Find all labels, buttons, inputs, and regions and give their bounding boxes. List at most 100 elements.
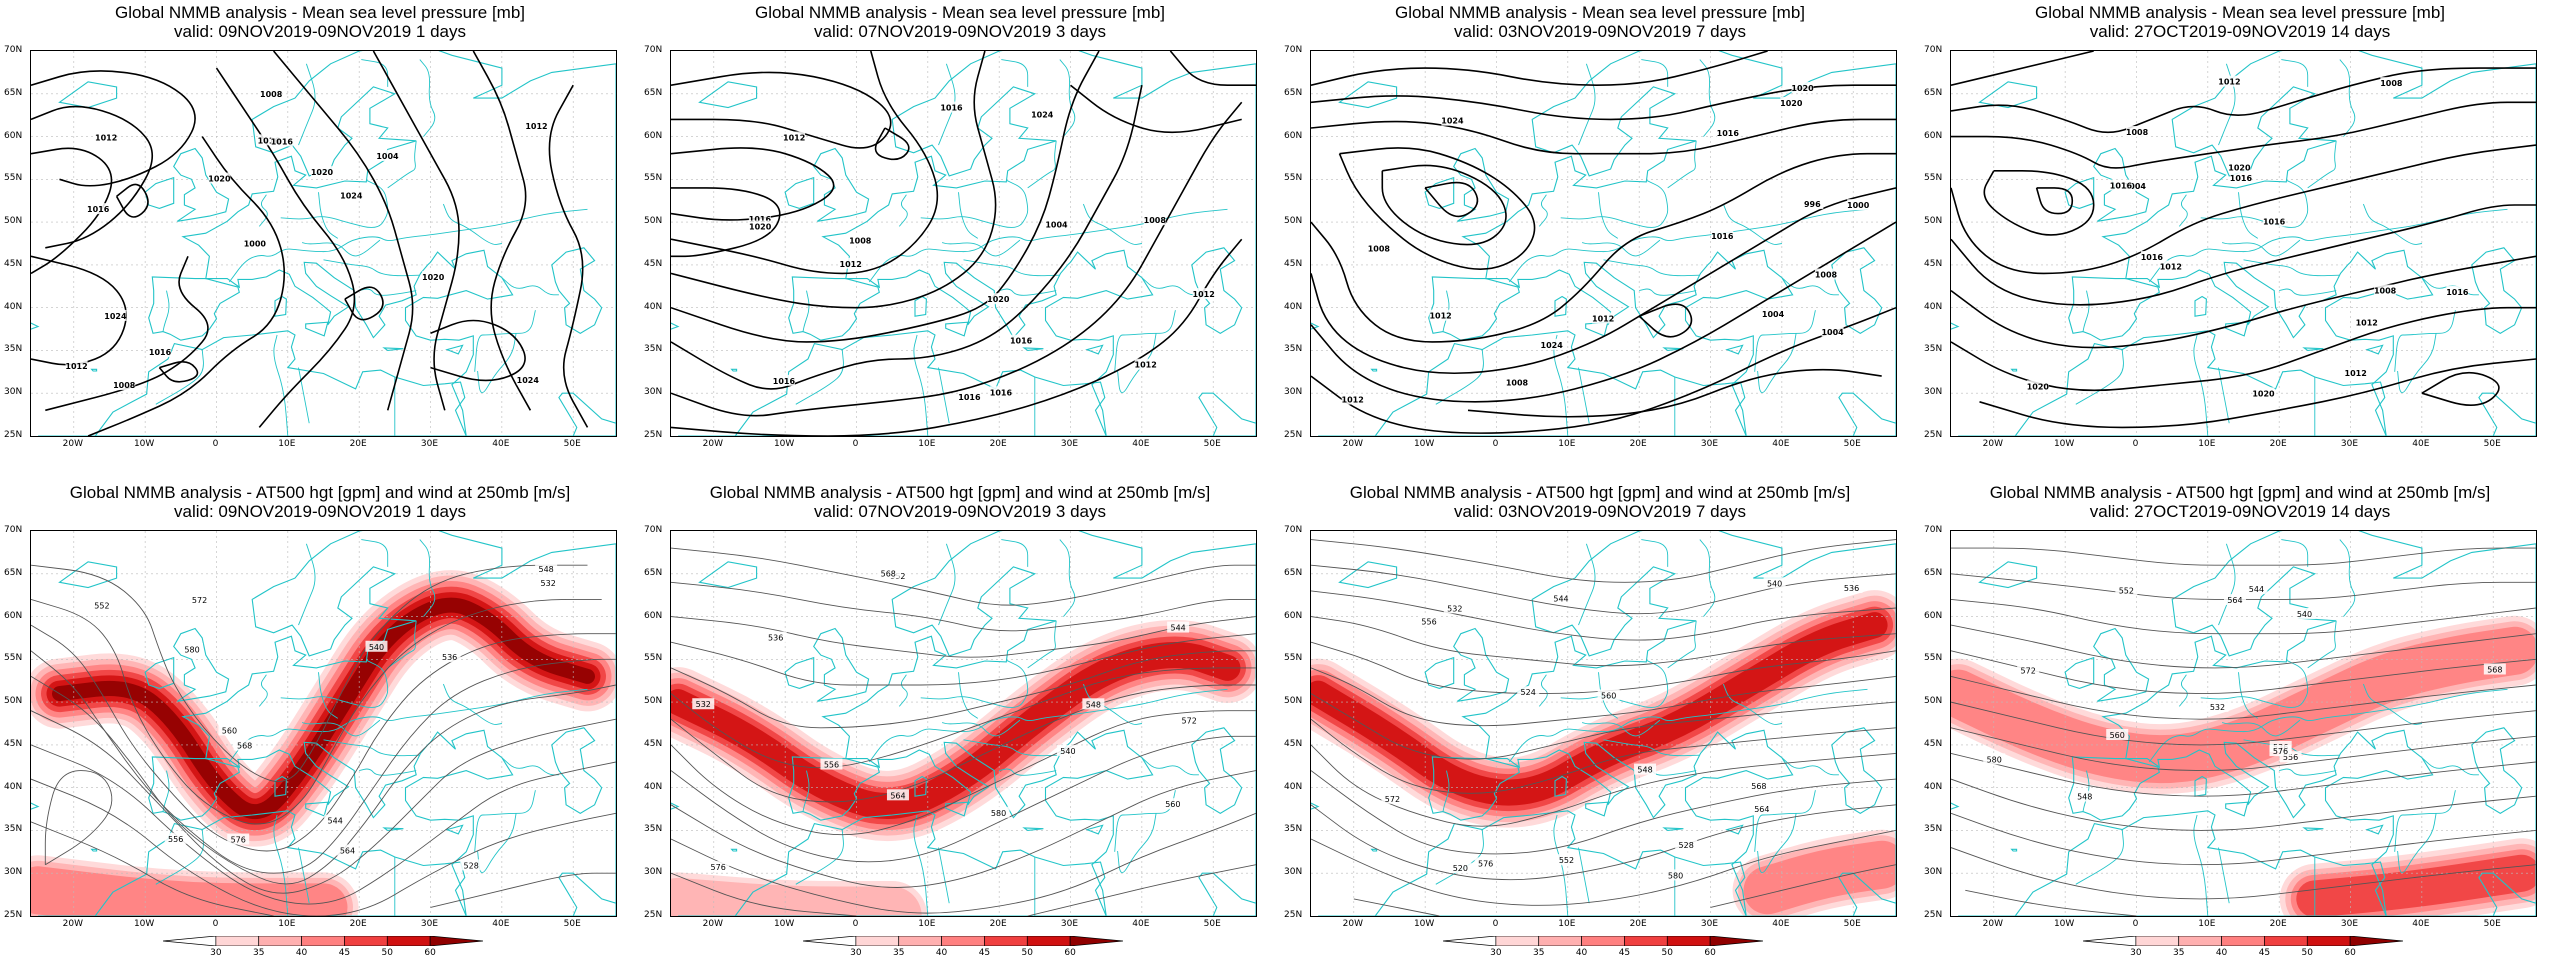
- graticule: [671, 531, 1256, 916]
- contour-label-bg: [1597, 689, 1620, 701]
- lat-tick-label: 65N: [1924, 567, 1943, 578]
- lat-tick-label: 25N: [1924, 910, 1943, 920]
- coastline: [678, 330, 1107, 436]
- contour-label: 576: [711, 863, 726, 872]
- coastline: [2225, 801, 2249, 817]
- coastline: [671, 802, 680, 810]
- contour-label-bg: [1341, 393, 1364, 405]
- map-canvas: 1008 1012 1004 1000 1008 1012 1016 1020 1024 1008…: [1311, 51, 1896, 436]
- border: [318, 672, 339, 719]
- contour-label: 1016: [258, 136, 281, 145]
- border: [2397, 333, 2437, 394]
- contour-label: 568: [2487, 665, 2502, 674]
- border: [2075, 349, 2124, 405]
- border: [958, 672, 979, 719]
- border: [442, 203, 502, 245]
- contour-label: 1012: [1193, 290, 1215, 299]
- coastline: [1424, 656, 1455, 689]
- coastline: [1022, 827, 1044, 831]
- contour-label: 552: [2119, 587, 2134, 596]
- lat-tick-label: 55N: [4, 173, 23, 184]
- contour-label: 1020: [2228, 164, 2251, 173]
- graticule: [31, 51, 616, 436]
- contour-label-bg: [877, 567, 900, 579]
- contour-label-bg: [1847, 199, 1870, 211]
- panel-validity: valid: 09NOV2019-09NOV2019 1 days: [173, 502, 466, 521]
- coastline: [38, 330, 467, 436]
- border: [228, 208, 588, 283]
- coastline: [1978, 561, 2038, 589]
- isobar: [1951, 101, 2536, 169]
- border: [1781, 277, 1839, 296]
- lat-tick-label: 70N: [644, 525, 663, 535]
- isobar: [31, 105, 154, 249]
- contour-label-bg: [886, 789, 909, 801]
- map-panel-mslp-7d: Global NMMB analysis - Mean sea level pr…: [1280, 0, 1920, 480]
- colorbar-segment: [1443, 936, 1497, 946]
- border: [1027, 140, 1057, 189]
- isobar: [1311, 84, 1896, 121]
- lat-tick-label: 35N: [1924, 824, 1943, 835]
- lon-tick-label: 30E: [1060, 919, 1079, 929]
- isobar: [1311, 51, 1768, 87]
- height-contour: [1311, 564, 1896, 615]
- contour-label-bg: [460, 859, 483, 871]
- height-contour: [1951, 812, 2536, 866]
- border: [1699, 59, 1716, 137]
- contour-label-bg: [958, 391, 981, 403]
- contour-label: 568: [881, 569, 896, 578]
- contour-label-bg: [227, 833, 250, 845]
- contour-label-bg: [692, 698, 715, 710]
- lon-tick-label: 20E: [349, 439, 367, 449]
- lon-tick-label: 20E: [1629, 439, 1647, 449]
- coastline: [445, 344, 464, 355]
- jet-band-1-level-2: [31, 866, 348, 916]
- border: [155, 829, 204, 885]
- contour-label: 1016: [149, 348, 172, 357]
- isobar: [671, 147, 835, 221]
- map-canvas: 520 524 528 532 536 540 544 548 552 556 560 564 568 5…: [1311, 531, 1896, 916]
- contour-label: 1012: [1429, 312, 1451, 321]
- lon-tick-label: 20E: [2269, 919, 2287, 929]
- lon-tick-label: 0: [212, 439, 219, 449]
- contour-label: 1016: [1010, 337, 1033, 346]
- contour-label: 1024: [340, 191, 363, 200]
- border: [1560, 659, 1669, 708]
- lon-tick-label: 10E: [278, 439, 296, 449]
- map-area: 520 524 528 532 536 540 544 548 552 556 560 564 568 5…: [1310, 530, 1897, 917]
- coastline: [382, 347, 404, 351]
- contour-label: 1024: [104, 312, 127, 321]
- colorbar-segment: [2178, 936, 2222, 946]
- lat-tick-label: 70N: [4, 45, 23, 55]
- contour-label: 528: [1679, 841, 1694, 850]
- colorbar-segment: [2135, 936, 2180, 946]
- lon-tick-label: 40E: [492, 919, 510, 929]
- contour-label-bg: [987, 806, 1010, 818]
- isobar: [671, 71, 892, 149]
- contour-label-bg: [2374, 284, 2397, 296]
- lat-tick-label: 45N: [644, 258, 663, 269]
- lon-tick-label: 0: [2132, 919, 2139, 929]
- border: [920, 659, 1029, 708]
- border: [474, 790, 536, 852]
- contour-label: 1012: [840, 260, 862, 269]
- border: [2281, 59, 2309, 87]
- border: [2307, 620, 2337, 669]
- coastline: [2471, 727, 2523, 814]
- height-contour: [1951, 778, 2536, 831]
- contour-label-bg: [1747, 780, 1770, 792]
- height-contour: [31, 821, 274, 916]
- border: [802, 290, 810, 332]
- border: [162, 290, 170, 332]
- coastline: [1318, 330, 1747, 436]
- contour-label-bg: [2355, 316, 2378, 328]
- coastlines: [1951, 51, 2536, 436]
- lat-tick-label: 35N: [644, 824, 663, 835]
- colorbar-segment: [1709, 936, 1763, 946]
- lat-tick-label: 25N: [1284, 910, 1303, 920]
- contour-label: 556: [824, 761, 839, 770]
- contour-label-bg: [90, 599, 113, 611]
- coastline: [1428, 276, 1520, 341]
- height-contour: [1710, 864, 1896, 908]
- height-contour: [1951, 573, 2536, 600]
